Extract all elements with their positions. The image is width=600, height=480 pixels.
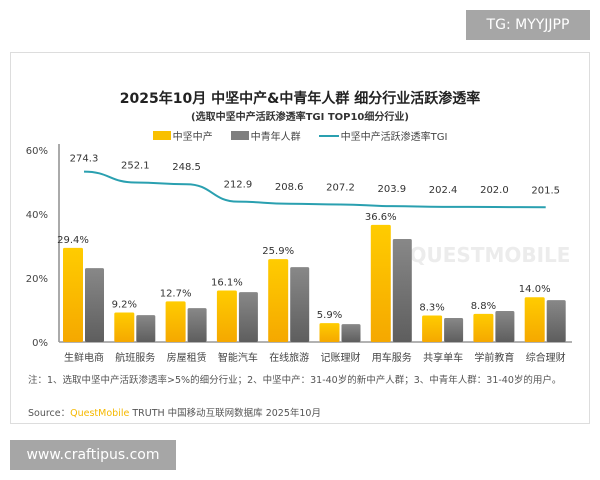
bar-value-label: 36.6% [365, 212, 397, 223]
tgi-value-label: 201.5 [531, 185, 560, 196]
bar-young [238, 292, 258, 342]
legend-item-tgi: 中坚中产活跃渗透率TGI [318, 128, 448, 143]
tgi-value-label: 202.4 [429, 185, 458, 196]
bar-young [392, 238, 412, 342]
bar-value-label: 8.8% [471, 301, 496, 312]
bar-mid-class [370, 224, 391, 342]
bar-mid-class [216, 290, 237, 342]
bar-value-label: 9.2% [112, 300, 137, 311]
chart-subtitle: (选取中坚中产活跃渗透率TGI TOP10细分行业) [191, 112, 409, 123]
bar-young [187, 308, 207, 342]
bar-mid-class [63, 247, 83, 342]
y-tick-label: 40% [26, 210, 48, 221]
bar-value-label: 8.3% [419, 302, 444, 313]
y-tick-label: 0% [32, 338, 48, 349]
bar-young [444, 318, 464, 342]
bar-value-label: 5.9% [317, 310, 342, 321]
legend: 中坚中产 中青年人群 中坚中产活跃渗透率TGI [0, 128, 600, 143]
x-tick-label: 在线旅游 [269, 351, 309, 364]
bar-mid-class [422, 315, 443, 342]
legend-label: 中坚中产活跃渗透率TGI [340, 132, 448, 143]
tgi-value-label: 208.6 [275, 182, 304, 193]
bar-value-label: 14.0% [519, 284, 551, 295]
tgi-value-label: 212.9 [224, 180, 253, 191]
tgi-value-label: 274.3 [70, 154, 99, 165]
source-prefix: Source： [28, 408, 71, 419]
bar-young [136, 315, 156, 342]
x-tick-label: 生鲜电商 [64, 351, 104, 364]
tgi-value-label: 248.5 [172, 162, 201, 173]
bar-mid-class [319, 323, 340, 342]
website-watermark: www.craftipus.com [10, 440, 176, 470]
y-tick-label: 60% [26, 146, 48, 157]
chart-card [10, 52, 590, 424]
legend-swatch [152, 131, 171, 140]
x-tick-label: 共享单车 [423, 351, 463, 364]
legend-label: 中坚中产 [172, 132, 213, 143]
legend-item-young: 中青年人群 [230, 128, 301, 143]
chart-source: Source：QuestMobile TRUTH 中国移动互联网数据库 2025… [28, 405, 321, 419]
legend-item-mid-class: 中坚中产 [152, 128, 213, 143]
bar-mid-class [524, 297, 545, 342]
x-tick-label: 综合理财 [526, 351, 566, 364]
legend-swatch [230, 131, 249, 140]
tgi-value-label: 202.0 [480, 185, 509, 196]
bar-value-label: 25.9% [262, 246, 294, 257]
watermark-logo: QUESTMOBILE [410, 243, 571, 267]
source-brand: QuestMobile [70, 408, 130, 419]
bar-value-label: 12.7% [160, 288, 192, 299]
x-tick-label: 智能汽车 [218, 351, 258, 364]
y-tick-label: 20% [26, 274, 48, 285]
tgi-value-label: 207.2 [326, 182, 355, 193]
bar-mid-class [473, 313, 494, 342]
bar-mid-class [268, 259, 289, 342]
bar-young [495, 310, 515, 342]
x-tick-label: 学前教育 [474, 351, 514, 364]
chart-note: 注：1、选取中坚中产活跃渗透率>5%的细分行业；2、中坚中产：31-40岁的新中… [28, 375, 562, 386]
bar-value-label: 29.4% [57, 235, 89, 246]
tg-label: TG: MYYJJPP [466, 10, 590, 40]
x-tick-label: 记账理财 [321, 351, 361, 364]
x-tick-label: 房屋租赁 [167, 351, 207, 364]
chart-title: 2025年10月 中坚中产&中青年人群 细分行业活跃渗透率 [119, 91, 481, 107]
bar-young [341, 324, 361, 342]
bar-young [546, 300, 566, 342]
bar-mid-class [114, 312, 135, 342]
tgi-line [83, 170, 546, 209]
legend-line [318, 134, 339, 137]
bar-value-label: 16.1% [211, 277, 243, 288]
bar-mid-class [165, 301, 186, 342]
legend-label: 中青年人群 [250, 132, 301, 143]
tgi-value-label: 252.1 [121, 160, 150, 171]
x-tick-label: 航班服务 [115, 351, 155, 364]
bar-young [85, 268, 104, 342]
tgi-value-label: 203.9 [377, 184, 406, 195]
bar-young [290, 267, 310, 342]
x-tick-label: 用车服务 [372, 351, 412, 364]
source-text: TRUTH 中国移动互联网数据库 2025年10月 [129, 408, 321, 419]
